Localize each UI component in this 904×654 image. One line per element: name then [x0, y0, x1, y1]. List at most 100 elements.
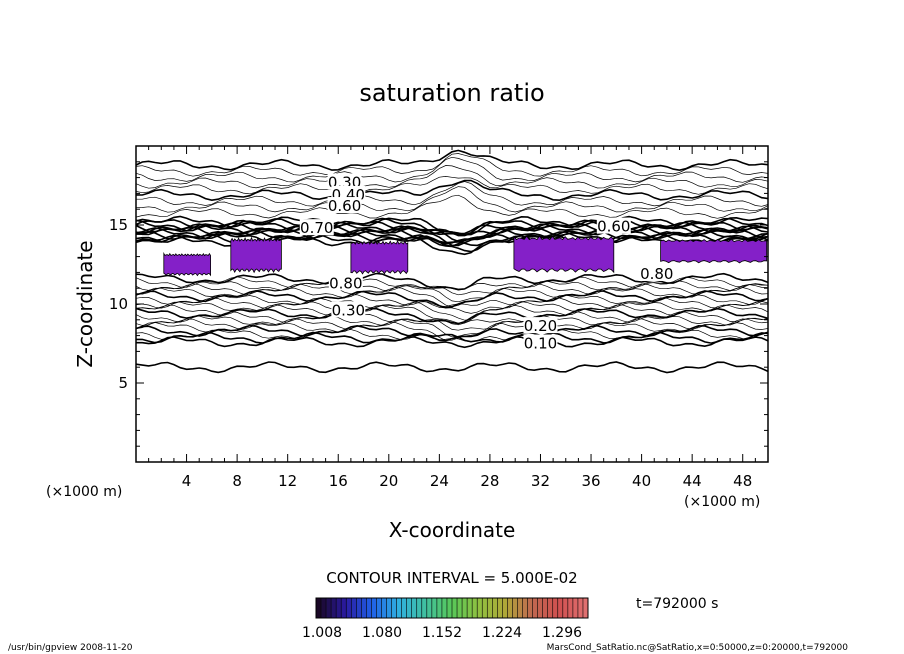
colorbar-segment [527, 598, 533, 618]
contour-line [135, 225, 769, 247]
contour-label-bg [639, 264, 674, 281]
contour-line [135, 219, 769, 235]
colorbar-segment [316, 598, 322, 618]
contour-line [135, 322, 769, 341]
colorbar-segment [487, 598, 493, 618]
contour-line [135, 289, 769, 309]
x-axis-label: X-coordinate [389, 518, 516, 542]
colorbar-tick-label: 1.080 [362, 625, 402, 641]
colorbar-segment [567, 598, 573, 618]
colorbar-segment [416, 598, 422, 618]
contour-line [135, 165, 769, 189]
colorbar-segment [507, 598, 513, 618]
y-tick-label: 15 [109, 216, 128, 234]
contour-line [135, 149, 769, 172]
colorbar-segment [426, 598, 432, 618]
contour-label-bg [331, 301, 366, 318]
colorbar-segment [326, 598, 332, 618]
x-tick-label: 4 [182, 472, 192, 490]
contour-label: 0.70 [300, 219, 333, 237]
colorbar-frame [315, 597, 589, 619]
contour-line [135, 194, 769, 219]
contour-label: 0.80 [329, 274, 362, 292]
colorbar-segment [401, 598, 407, 618]
colorbar-segment [557, 598, 563, 618]
contour-line [135, 297, 769, 314]
y-tick-label: 5 [118, 374, 128, 392]
colorbar-segment [356, 598, 362, 618]
supersaturation-fills [163, 235, 768, 277]
contour-line [135, 301, 769, 321]
colorbar-segment [376, 598, 382, 618]
contour-line [135, 328, 769, 343]
contour-line [135, 156, 769, 183]
colorbar-segment [421, 598, 427, 618]
contour-line [135, 221, 769, 237]
colorbar-segment [562, 598, 568, 618]
colorbar-segment [321, 598, 327, 618]
contour-label: 0.10 [524, 335, 557, 353]
colorbar-segment [477, 598, 483, 618]
x-tick-label: 28 [480, 472, 499, 490]
colorbar-segment [537, 598, 543, 618]
contour-line [135, 153, 769, 177]
colorbar-segment [462, 598, 468, 618]
y-tick-label: 10 [109, 295, 128, 313]
plot-area: 0.300.400.600.70 0.600.800.800.300.200.10… [109, 145, 769, 490]
colorbar-segment [346, 598, 352, 618]
contour-line [136, 181, 769, 207]
contour-line [135, 311, 769, 326]
colorbar-segment [331, 598, 337, 618]
colorbar-segment [361, 598, 367, 618]
supersaturation-region [230, 236, 282, 274]
x-tick-label: 44 [683, 472, 702, 490]
colorbar-segment [341, 598, 347, 618]
contour-line [136, 331, 769, 344]
contour-line [135, 223, 769, 243]
colorbar-segment [446, 598, 452, 618]
contour-label-bg [327, 197, 362, 214]
colorbar-tick-label: 1.008 [302, 625, 342, 641]
colorbar-segment [497, 598, 503, 618]
y-axis-label: Z-coordinate [73, 240, 97, 367]
contour-line [135, 276, 769, 291]
contour-label-bg [328, 274, 363, 291]
colorbar-tick-label: 1.224 [482, 625, 522, 641]
colorbar-tick-labels: 1.008 1.080 1.152 1.224 1.296 [302, 625, 582, 641]
colorbar-segment [452, 598, 458, 618]
colorbar-segment [366, 598, 372, 618]
colorbar-segment [386, 598, 392, 618]
contour-label: 0.30 [332, 301, 365, 319]
colorbar-segment [351, 598, 357, 618]
colorbar-segment [577, 598, 583, 618]
contour-label-bg [327, 173, 362, 190]
colorbar-tick-label: 1.152 [422, 625, 462, 641]
contour-label: 0.60 [328, 197, 361, 215]
colorbar-segment [532, 598, 538, 618]
colorbar-segment [517, 598, 523, 618]
supersaturation-region [513, 235, 615, 274]
contour-line [135, 176, 769, 195]
colorbar-segment [381, 598, 387, 618]
colorbar-segment [411, 598, 417, 618]
footer-left: /usr/bin/gpview 2008-11-20 [8, 643, 133, 653]
colorbar-segment [502, 598, 508, 618]
colorbar-segment [522, 598, 528, 618]
contour-label-bg [523, 317, 558, 334]
colorbar-segment [472, 598, 478, 618]
x-tick-label: 36 [581, 472, 600, 490]
colorbar-segment [441, 598, 447, 618]
chart-title: saturation ratio [359, 79, 544, 107]
x-tick-label: 16 [329, 472, 348, 490]
x-tick-label: 20 [379, 472, 398, 490]
contour-line [135, 179, 769, 202]
supersaturation-region [163, 251, 212, 277]
colorbar-segment [457, 598, 463, 618]
colorbar-segment [492, 598, 498, 618]
colorbar-segment [406, 598, 412, 618]
contour-line [135, 272, 769, 291]
x-tick-label: 40 [632, 472, 651, 490]
colorbar [315, 598, 588, 618]
